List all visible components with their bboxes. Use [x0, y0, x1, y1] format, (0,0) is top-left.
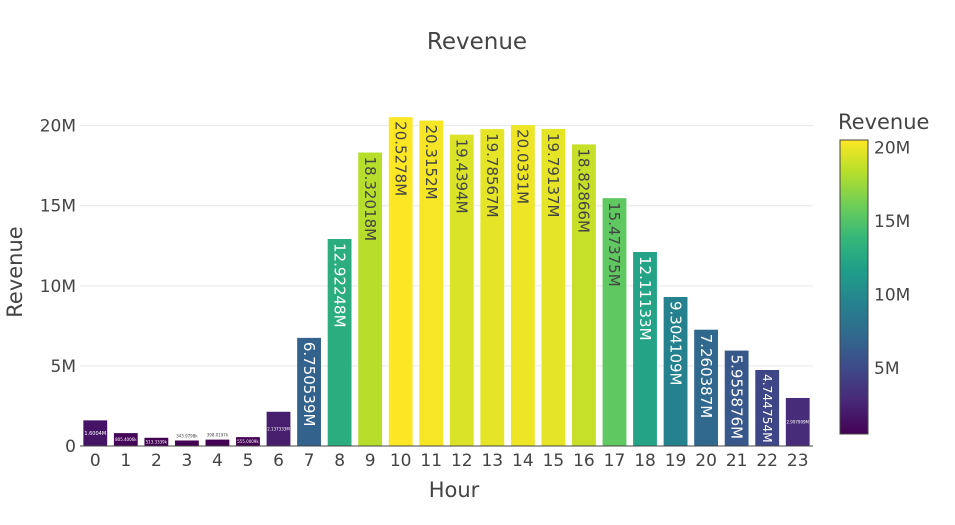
colorbar-tick-label: 10M — [874, 286, 910, 306]
bar — [785, 397, 810, 446]
bar — [297, 337, 321, 446]
bar-value-label: 2.997909M — [786, 419, 809, 424]
bar-labels: 1.6004M 805.4006k 513.3339k 343.9798k 398.01… — [84, 121, 809, 444]
colorbar-tick-label: 5M — [874, 359, 899, 379]
x-tick-label: 12 — [451, 451, 473, 471]
x-tick-label: 16 — [573, 451, 595, 471]
gridlines — [80, 125, 813, 367]
bar-value-label: 15.47375M — [605, 202, 623, 287]
bar — [724, 350, 749, 446]
bar — [83, 420, 108, 446]
bar — [694, 329, 719, 446]
bar — [113, 433, 138, 446]
y-tick-label: 10M — [40, 277, 76, 297]
bar-value-label: 805.4006k — [115, 437, 137, 442]
y-tick-label: 5M — [51, 357, 76, 377]
bar — [633, 251, 657, 446]
bar-value-label: 6.750539M — [300, 342, 318, 427]
chart-title: Revenue — [427, 29, 527, 55]
bar — [449, 134, 474, 446]
x-tick-label: 15 — [543, 451, 565, 471]
x-tick-label: 1 — [120, 451, 131, 471]
bar-value-label: 2.137333M — [267, 426, 290, 431]
y-tick-label: 15M — [40, 197, 76, 217]
y-tick-label: 20M — [40, 117, 76, 137]
bar — [144, 437, 169, 446]
bar-value-label: 20.0331M — [514, 129, 532, 204]
x-tick-label: 5 — [243, 451, 254, 471]
bar-value-label: 12.92248M — [330, 243, 348, 328]
colorbar-title: Revenue — [838, 110, 929, 134]
x-tick-label: 18 — [634, 451, 656, 471]
bar-value-label: 1.6004M — [84, 431, 106, 437]
x-tick-label: 8 — [334, 451, 345, 471]
bar — [755, 369, 780, 446]
bar-value-label: 5.955876M — [727, 355, 745, 440]
x-tick-label: 0 — [90, 451, 101, 471]
bar — [205, 439, 230, 446]
y-axis-title: Revenue — [3, 226, 27, 317]
bar — [541, 128, 566, 447]
bar-value-label: 12.11133M — [636, 256, 654, 341]
bar-value-label: 398.0197k — [207, 433, 229, 438]
x-tick-label: 7 — [304, 451, 315, 471]
x-tick-label: 9 — [365, 451, 376, 471]
x-tick-label: 10 — [390, 451, 412, 471]
bar-value-label: 7.260387M — [697, 334, 715, 419]
x-tick-label: 19 — [665, 451, 687, 471]
bar — [388, 117, 413, 447]
bar — [572, 144, 596, 446]
bar-value-label: 18.82866M — [575, 148, 593, 233]
x-tick-label: 13 — [481, 451, 503, 471]
x-tick-label: 17 — [604, 451, 626, 471]
bar-value-label: 20.3152M — [422, 125, 440, 200]
bar — [419, 120, 444, 446]
bar-value-label: 4.744754M — [760, 374, 774, 443]
bar — [480, 129, 505, 447]
colorbar-tick-label: 20M — [874, 139, 910, 159]
x-tick-label: 3 — [181, 451, 192, 471]
bar — [510, 125, 535, 446]
bar — [174, 440, 199, 446]
bar — [266, 411, 291, 446]
bar-value-label: 19.4394M — [453, 139, 471, 214]
x-tick-label: 23 — [787, 451, 809, 471]
colorbar — [839, 139, 869, 435]
bar-value-label: 513.3339k — [146, 439, 168, 444]
x-tick-label: 2 — [151, 451, 162, 471]
x-tick-label: 21 — [726, 451, 748, 471]
bar-value-label: 343.9798k — [176, 433, 198, 438]
x-tick-label: 14 — [512, 451, 534, 471]
bar-value-label: 555.0009k — [237, 439, 259, 444]
x-tick-label: 4 — [212, 451, 223, 471]
x-tick-label: 6 — [273, 451, 284, 471]
bars — [83, 117, 810, 447]
bar — [358, 152, 383, 447]
bar-value-label: 9.304109M — [666, 301, 684, 386]
bar — [602, 198, 627, 446]
bar — [663, 296, 688, 446]
bar-value-label: 19.79137M — [544, 133, 562, 218]
colorbar-ticks: 5M 10M 15M 20M — [874, 139, 910, 379]
bar-value-label: 20.5278M — [391, 121, 409, 196]
x-tick-label: 22 — [756, 451, 778, 471]
bar-value-label: 18.32018M — [361, 157, 379, 242]
bar-value-label: 19.78567M — [483, 133, 501, 218]
y-axis-ticks: 0 5M 10M 15M 20M — [40, 117, 76, 457]
bar — [327, 239, 352, 446]
y-tick-label: 0 — [65, 437, 76, 457]
x-axis-title: Hour — [429, 478, 480, 502]
colorbar-tick-label: 15M — [874, 212, 910, 232]
x-tick-label: 11 — [420, 451, 442, 471]
x-tick-label: 20 — [695, 451, 717, 471]
x-axis-ticks: 0 1 2 3 4 5 6 7 8 9 10 11 12 13 14 15 16 17 18 19 20 21 22 23 — [90, 451, 809, 471]
bar — [236, 437, 260, 446]
